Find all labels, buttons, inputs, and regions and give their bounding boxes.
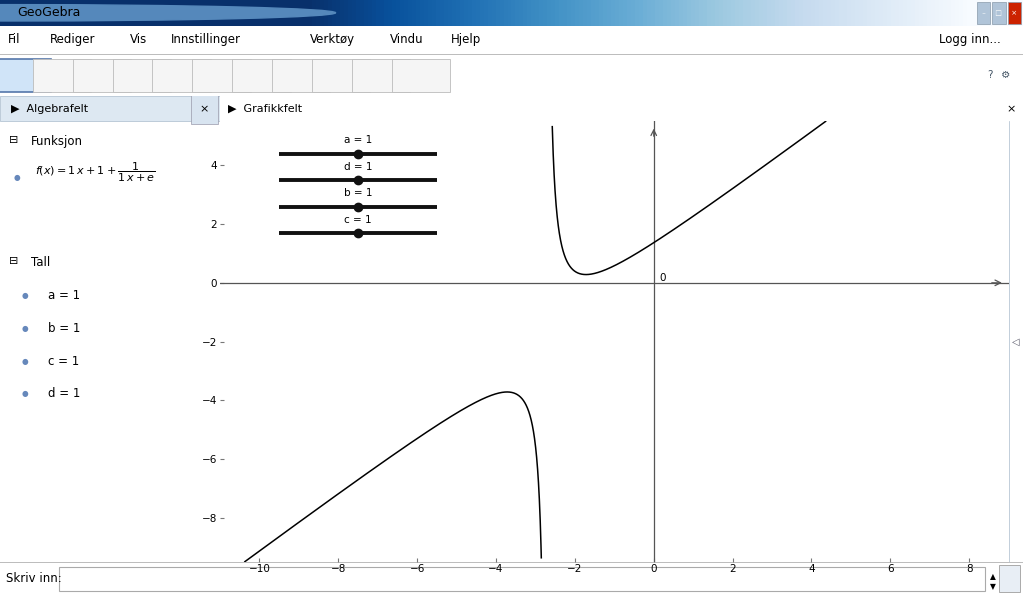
Text: Tall: Tall [31, 256, 50, 270]
FancyBboxPatch shape [352, 59, 410, 92]
Text: ×: × [1009, 10, 1020, 16]
Text: Innstillinger: Innstillinger [171, 33, 241, 45]
FancyBboxPatch shape [992, 2, 1006, 24]
Text: ▲: ▲ [990, 572, 996, 581]
Text: ?: ? [987, 70, 993, 80]
Circle shape [0, 5, 336, 21]
Text: ▶  Grafikkfelt: ▶ Grafikkfelt [228, 104, 302, 114]
Text: ●: ● [23, 292, 29, 300]
Text: $f(x) = 1\,x + 1 + \dfrac{1}{1\,x + e}$: $f(x) = 1\,x + 1 + \dfrac{1}{1\,x + e}$ [35, 161, 155, 184]
Text: Hjelp: Hjelp [451, 33, 482, 45]
Text: b = 1: b = 1 [344, 188, 372, 198]
Text: □: □ [993, 10, 1005, 16]
Text: ●: ● [23, 324, 29, 333]
FancyBboxPatch shape [73, 59, 131, 92]
FancyBboxPatch shape [392, 59, 450, 92]
Text: ▶  Algebrafelt: ▶ Algebrafelt [11, 104, 88, 114]
Text: ⊟: ⊟ [9, 135, 18, 145]
Text: ×: × [199, 104, 210, 114]
Text: Funksjon: Funksjon [31, 135, 83, 148]
Text: ●: ● [23, 356, 29, 365]
FancyBboxPatch shape [1008, 2, 1021, 24]
FancyBboxPatch shape [192, 59, 251, 92]
Text: ◁: ◁ [1012, 337, 1020, 346]
Text: ●: ● [23, 389, 29, 398]
Text: Logg inn...: Logg inn... [939, 33, 1000, 45]
Text: b = 1: b = 1 [48, 322, 81, 335]
Text: a = 1: a = 1 [48, 289, 81, 302]
FancyBboxPatch shape [113, 59, 171, 92]
FancyBboxPatch shape [191, 94, 218, 124]
Text: Verktøy: Verktøy [310, 33, 355, 45]
Text: d = 1: d = 1 [48, 387, 81, 400]
FancyBboxPatch shape [59, 567, 985, 591]
FancyBboxPatch shape [272, 59, 330, 92]
Text: ⚙: ⚙ [1000, 70, 1011, 80]
FancyBboxPatch shape [33, 59, 91, 92]
Text: ▼: ▼ [990, 582, 996, 591]
FancyBboxPatch shape [152, 59, 211, 92]
Text: d = 1: d = 1 [344, 162, 372, 172]
Text: c = 1: c = 1 [344, 215, 371, 225]
FancyBboxPatch shape [999, 565, 1020, 591]
Text: GeoGebra: GeoGebra [17, 7, 81, 19]
FancyBboxPatch shape [232, 59, 291, 92]
Text: Skriv inn:: Skriv inn: [6, 572, 61, 585]
Text: ⊟: ⊟ [9, 256, 18, 267]
FancyBboxPatch shape [0, 59, 51, 92]
Text: c = 1: c = 1 [48, 355, 80, 368]
FancyBboxPatch shape [977, 2, 990, 24]
Text: Rediger: Rediger [49, 33, 95, 45]
Text: ×: × [1007, 104, 1016, 114]
Text: ●: ● [13, 173, 19, 181]
Text: Vindu: Vindu [391, 33, 424, 45]
Text: 0: 0 [660, 273, 666, 283]
Text: Vis: Vis [130, 33, 147, 45]
FancyBboxPatch shape [312, 59, 370, 92]
Text: –: – [980, 10, 987, 16]
Text: Fil: Fil [8, 33, 20, 45]
Bar [0, 96, 220, 121]
Text: a = 1: a = 1 [344, 136, 372, 145]
